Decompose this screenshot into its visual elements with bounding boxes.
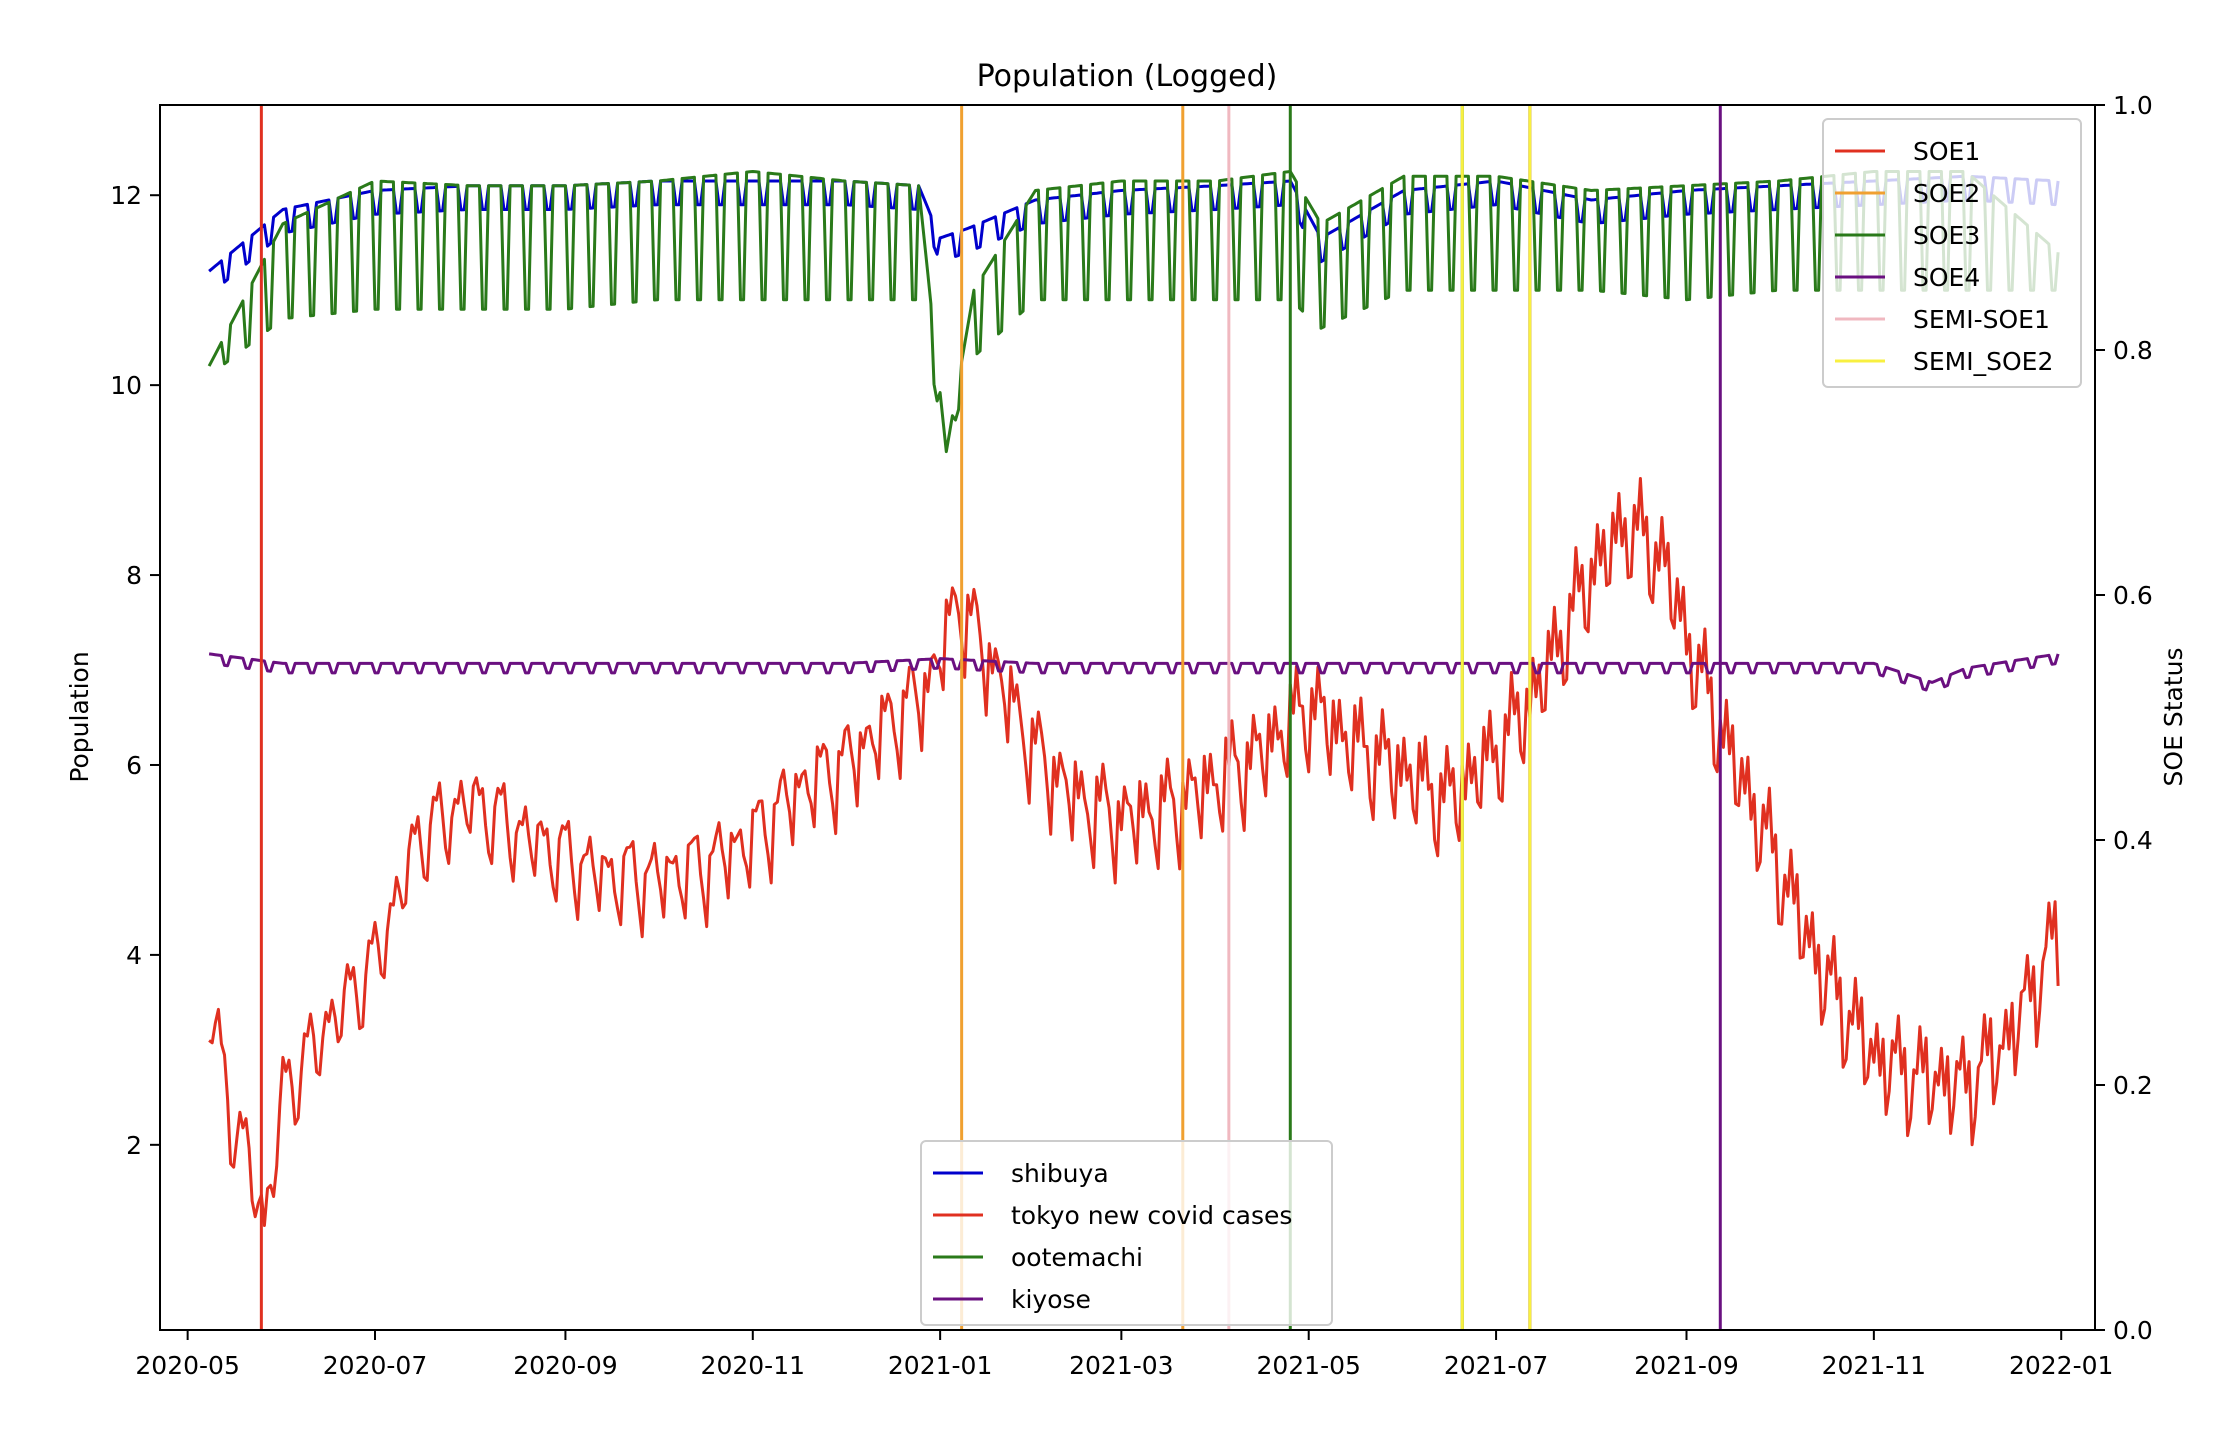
legend-label: SOE4 — [1913, 263, 1980, 292]
legend-label: SOE3 — [1913, 221, 1980, 250]
x-tick-label: 2021-09 — [1634, 1351, 1738, 1380]
y-tick-label: 8 — [126, 561, 142, 590]
y-axis-label: Population — [65, 651, 94, 782]
legend-label: SOE1 — [1913, 137, 1980, 166]
y-tick-label: 4 — [126, 941, 142, 970]
series-line-kiyose — [208, 652, 2060, 692]
x-tick-label: 2021-05 — [1256, 1351, 1360, 1380]
legend-label: SEMI-SOE1 — [1913, 305, 2050, 334]
x-tick-label: 2022-01 — [2009, 1351, 2113, 1380]
legend-soe: SOE1 SOE2 SOE3 SOE4 SEMI-SOE1 SEMI_SOE2 — [1822, 118, 2082, 388]
y-tick-label: 10 — [110, 371, 142, 400]
series-line-tokyo-new-covid-cases — [208, 477, 2060, 1227]
series-line-ootemachi — [207, 170, 2060, 454]
legend-frame — [920, 1140, 1333, 1326]
x-tick-label: 2021-01 — [888, 1351, 992, 1380]
y2-axis-label: SOE Status — [2159, 648, 2188, 787]
legend-label: SEMI_SOE2 — [1913, 347, 2053, 376]
y2-tick-label: 0.2 — [2113, 1071, 2153, 1100]
axes-layer: 2020-05 2020-07 2020-09 2020-11 2021-01 2021-… — [110, 91, 2153, 1380]
legend-frame — [1822, 118, 2082, 388]
y2-tick-label: 0.8 — [2113, 336, 2153, 365]
legend-label: shibuya — [1011, 1159, 1109, 1188]
x-tick-label: 2021-03 — [1069, 1351, 1173, 1380]
y2-tick-label: 0.6 — [2113, 581, 2153, 610]
y2-tick-label: 0.0 — [2113, 1316, 2153, 1345]
x-tick-label: 2021-07 — [1444, 1351, 1548, 1380]
y2-tick-label: 0.4 — [2113, 826, 2153, 855]
legend-label: kiyose — [1011, 1285, 1091, 1314]
y-tick-label: 6 — [126, 751, 142, 780]
y-tick-label: 12 — [110, 181, 142, 210]
y2-tick-label: 1.0 — [2113, 91, 2153, 120]
x-tick-label: 2020-11 — [701, 1351, 805, 1380]
legend-label: ootemachi — [1011, 1243, 1143, 1272]
x-tick-label: 2020-07 — [323, 1351, 427, 1380]
x-tick-label: 2021-11 — [1822, 1351, 1926, 1380]
chart-title: Population (Logged) — [977, 59, 1278, 94]
plot-layer — [207, 105, 2060, 1330]
legend-label: tokyo new covid cases — [1011, 1201, 1292, 1230]
plot-area-frame — [159, 104, 2096, 1331]
legend-label: SOE2 — [1913, 179, 1980, 208]
y-tick-label: 2 — [126, 1131, 142, 1160]
legend-population: shibuya tokyo new covid cases ootemachi kiy… — [920, 1140, 1333, 1326]
x-tick-label: 2020-09 — [513, 1351, 617, 1380]
x-tick-label: 2020-05 — [135, 1351, 239, 1380]
